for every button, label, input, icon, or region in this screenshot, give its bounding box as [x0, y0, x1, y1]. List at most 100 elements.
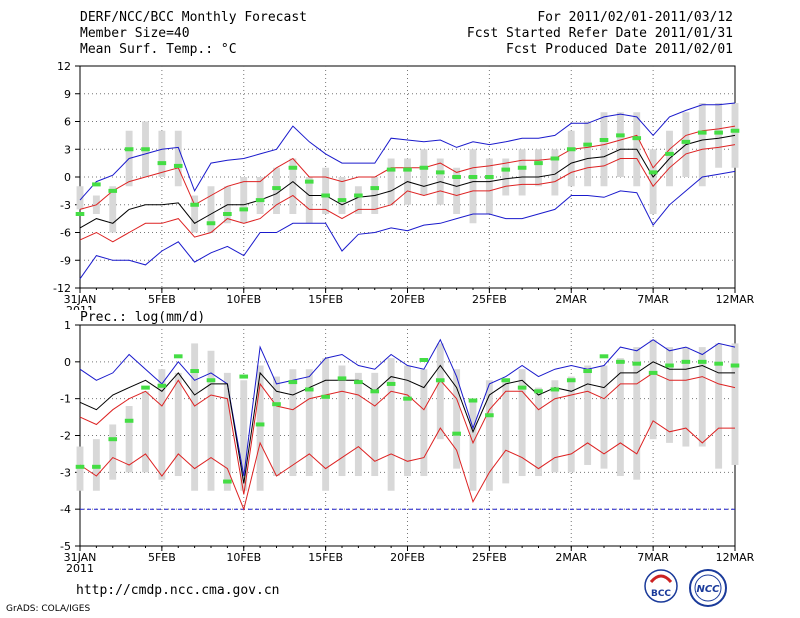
observed-marker: [435, 170, 445, 175]
x-tick-label: 2MAR: [555, 551, 587, 564]
y-tick-label: -4: [60, 503, 71, 516]
observed-marker: [223, 212, 232, 216]
x-tick-label: 25FEB: [472, 551, 507, 564]
observed-marker: [190, 202, 199, 207]
observed-marker: [321, 394, 330, 399]
header-left: DERF/NCC/BCC Monthly Forecast Member Size…: [80, 10, 307, 58]
ensemble-range-box: [567, 130, 575, 187]
series-ensemble-mean: [79, 134, 736, 229]
observed-marker: [485, 175, 494, 179]
observed-marker: [501, 378, 511, 383]
y-tick-label: 6: [64, 116, 71, 129]
ensemble-range-box: [584, 121, 592, 187]
precip-title: Prec.: log(mm/d): [80, 310, 206, 325]
observed-marker: [681, 139, 691, 144]
x-tick-label: 20FEB: [390, 293, 425, 306]
ensemble-range-box: [256, 365, 264, 491]
ensemble-range-box: [436, 343, 444, 440]
y-tick-label: 3: [64, 143, 71, 156]
ensemble-range-box: [191, 343, 199, 491]
observed-marker: [583, 369, 592, 374]
x-tick-label: 15FEB: [308, 293, 343, 306]
x-tick-label: 25FEB: [472, 293, 507, 306]
observed-marker: [304, 387, 314, 392]
observed-marker: [190, 369, 199, 374]
ensemble-range-box: [453, 369, 461, 469]
x-tick-label: 7MAR: [637, 293, 669, 306]
ensemble-range-box: [207, 186, 215, 233]
y-tick-label: -12: [53, 282, 71, 295]
observed-marker: [648, 170, 658, 175]
ensemble-range-box: [256, 177, 264, 214]
observed-marker: [501, 167, 511, 172]
ensemble-range-box: [666, 347, 673, 443]
observed-marker: [173, 354, 183, 359]
observed-marker: [157, 383, 167, 388]
observed-marker: [468, 175, 478, 179]
ensemble-range-box: [502, 158, 510, 196]
header-period: For 2011/02/01-2011/03/12: [537, 10, 733, 25]
observed-marker: [354, 380, 363, 385]
observed-marker: [730, 363, 740, 368]
x-tick-label: 7MAR: [637, 551, 669, 564]
observed-marker: [288, 165, 298, 170]
observed-marker: [124, 418, 134, 423]
observed-marker: [452, 431, 461, 436]
observed-marker: [239, 207, 249, 212]
observed-marker: [386, 381, 396, 386]
observed-marker: [272, 186, 281, 191]
y-tick-label: 12: [57, 60, 71, 73]
header-start-date: Fcst Started Refer Date 2011/01/31: [466, 26, 733, 41]
header-variable: Mean Surf. Temp.: °C: [80, 42, 237, 57]
ncc-logo-text: NCC: [696, 584, 720, 595]
observed-marker: [141, 147, 150, 152]
observed-marker: [354, 193, 363, 198]
observed-marker: [714, 130, 723, 135]
bcc-logo-text: BCC: [651, 589, 671, 599]
ensemble-range-box: [502, 380, 510, 484]
y-tick-label: -9: [60, 254, 71, 267]
ensemble-range-box: [731, 343, 739, 465]
series-upper_extreme: [79, 338, 736, 477]
observed-marker: [403, 396, 412, 401]
ensemble-range-box: [649, 149, 657, 214]
observed-marker: [665, 363, 674, 368]
footer-url[interactable]: http://cmdp.ncc.cma.gov.cn: [76, 583, 280, 598]
ensemble-range-box: [191, 195, 199, 233]
ensemble-range-box: [354, 372, 362, 477]
x-tick-label: 5FEB: [148, 293, 176, 306]
ensemble-range-box: [273, 167, 280, 214]
ensemble-range-box: [76, 186, 84, 210]
y-tick-label: -6: [60, 227, 71, 240]
ensemble-range-box: [174, 130, 182, 187]
ensemble-range-box: [289, 369, 297, 477]
y-tick-label: 0: [64, 171, 71, 184]
observed-marker: [304, 179, 314, 184]
ensemble-range-box: [584, 365, 592, 465]
bcc-logo: BCC: [644, 569, 678, 603]
observed-marker: [599, 138, 609, 142]
ensemble-range-box: [305, 369, 313, 477]
observed-marker: [124, 147, 134, 152]
observed-marker: [665, 151, 674, 156]
x-tick-label: 12MAR: [716, 293, 755, 306]
observed-marker: [616, 359, 625, 364]
ensemble-range-box: [485, 158, 493, 214]
ensemble-range-box: [322, 358, 330, 491]
x-tick-label: 31JAN: [64, 551, 97, 564]
y-tick-label: -3: [60, 199, 71, 212]
observed-marker: [386, 167, 396, 172]
observed-marker: [321, 193, 330, 198]
ensemble-range-box: [731, 103, 739, 168]
y-tick-label: -5: [60, 540, 71, 553]
observed-marker: [566, 147, 576, 152]
ensemble-range-box: [371, 372, 379, 477]
y-tick-label: 1: [64, 319, 71, 332]
ensemble-range-box: [240, 380, 248, 491]
ncc-logo: NCC: [689, 569, 727, 607]
observed-marker: [370, 389, 380, 394]
x-tick-label-year: 2011: [66, 304, 94, 310]
ensemble-range-box: [125, 406, 133, 473]
